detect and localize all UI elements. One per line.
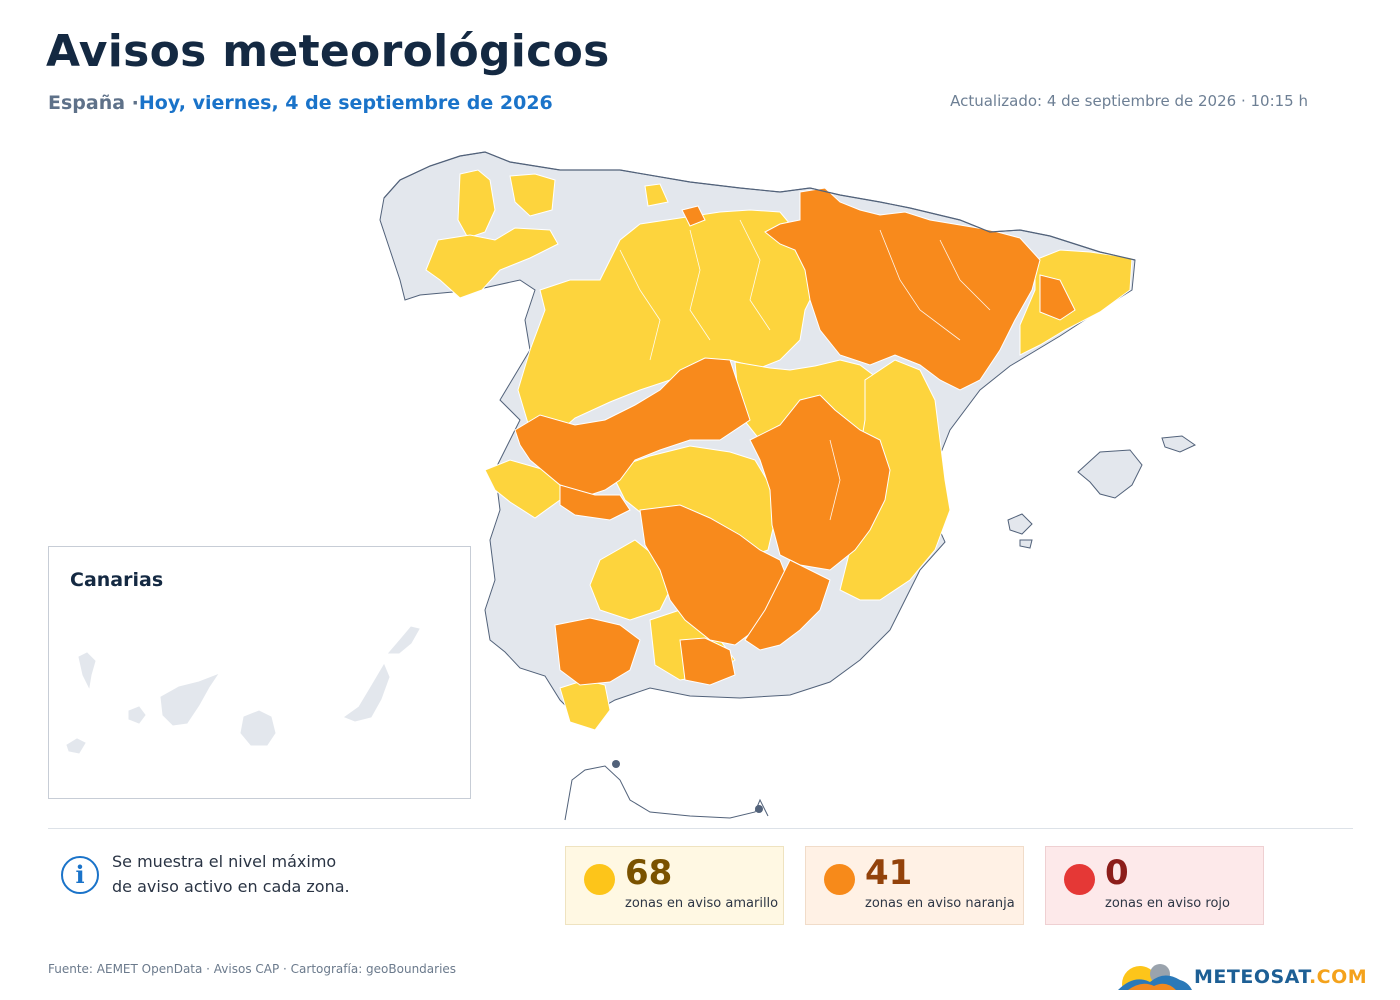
red-count: 0	[1105, 853, 1129, 893]
fuerteventura-island	[343, 663, 390, 722]
africa-coastline	[564, 765, 769, 821]
info-icon: i	[61, 856, 99, 894]
orange-label: zonas en aviso naranja	[865, 896, 1015, 911]
balearic-islands	[1007, 435, 1197, 549]
la-gomera-island	[128, 706, 146, 724]
red-dot-icon	[1064, 864, 1095, 895]
peninsula-coastline	[383, 151, 1136, 261]
el-hierro-island	[66, 738, 86, 754]
zone-yellow-cantabria	[644, 183, 669, 207]
formentera-island	[1019, 539, 1033, 549]
zone-orange-basque	[681, 205, 706, 227]
canarias-map	[66, 626, 420, 754]
zone-yellow-galicia-south	[425, 227, 559, 299]
subtitle: España ·Hoy, viernes, 4 de septiembre de…	[48, 92, 553, 114]
zone-yellow-catalonia	[1019, 249, 1133, 356]
brand-sun-cloud-icon	[1118, 964, 1192, 990]
zone-borders	[619, 219, 991, 521]
brand-logo[interactable]: METEOSAT.COM	[1114, 960, 1367, 990]
zone-orange-la-mancha-east	[749, 394, 891, 571]
gran-canaria-island	[240, 710, 276, 746]
summary-card-yellow: 68 zonas en aviso amarillo	[565, 846, 784, 925]
zone-yellow-cadiz	[559, 679, 611, 731]
zone-yellow-galicia-east	[509, 173, 556, 217]
note-line-2: de aviso activo en cada zona.	[112, 877, 350, 896]
brand-name: METEOSAT.COM	[1194, 966, 1368, 988]
inset-title: Canarias	[70, 569, 164, 591]
melilla-marker	[755, 805, 763, 813]
zone-orange-caceres-south	[559, 484, 631, 521]
zone-orange-tarragona	[1039, 274, 1076, 321]
yellow-label: zonas en aviso amarillo	[625, 896, 779, 911]
mallorca-island	[1077, 449, 1143, 499]
red-label: zonas en aviso rojo	[1105, 896, 1230, 911]
zone-yellow-galicia-north	[457, 169, 496, 239]
legend-divider	[48, 828, 1353, 829]
orange-dot-icon	[824, 864, 855, 895]
zone-orange-sevilla	[554, 617, 641, 686]
warnings-map	[379, 151, 1197, 821]
lanzarote-island	[387, 626, 420, 654]
zone-orange-aragon-north	[764, 187, 1041, 391]
source-note: Fuente: AEMET OpenData · Avisos CAP · Ca…	[48, 962, 457, 976]
orange-warning-zones	[514, 187, 1076, 686]
tenerife-island	[160, 673, 219, 726]
yellow-dot-icon	[584, 864, 615, 895]
yellow-count: 68	[625, 853, 673, 893]
canarias-inset: Canarias	[48, 546, 471, 799]
zone-orange-murcia-west	[744, 559, 831, 651]
orange-count: 41	[865, 853, 913, 893]
legend-note: Se muestra el nivel máximo de aviso acti…	[112, 849, 412, 899]
ibiza-island	[1007, 513, 1033, 535]
zone-orange-malaga	[679, 637, 736, 686]
ceuta-marker	[612, 760, 620, 768]
note-line-1: Se muestra el nivel máximo	[112, 852, 337, 871]
summary-card-orange: 41 zonas en aviso naranja	[805, 846, 1024, 925]
date-label: Hoy, viernes, 4 de septiembre de 2026	[138, 92, 553, 114]
page-title: Avisos meteorológicos	[46, 26, 610, 77]
summary-card-red: 0 zonas en aviso rojo	[1045, 846, 1264, 925]
menorca-island	[1161, 435, 1197, 453]
la-palma-island	[78, 652, 96, 689]
updated-timestamp: Actualizado: 4 de septiembre de 2026 · 1…	[950, 92, 1308, 110]
subtitle-separator: ·	[125, 92, 139, 114]
region-label: España	[48, 92, 126, 114]
